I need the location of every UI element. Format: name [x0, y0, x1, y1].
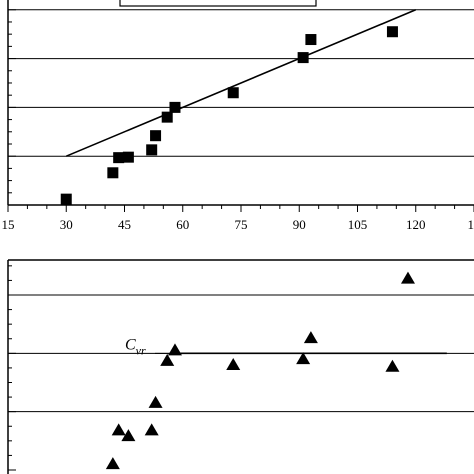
x-tick-label: 13 — [468, 217, 474, 232]
square-point — [227, 87, 239, 99]
square-point — [386, 26, 398, 38]
triangle-point — [121, 429, 136, 442]
triangle-point — [111, 423, 126, 436]
x-tick-label: 75 — [235, 217, 248, 232]
square-point — [107, 167, 119, 179]
square-point — [297, 52, 309, 64]
square-point — [169, 101, 181, 113]
triangle-point — [144, 423, 159, 436]
x-tick-label: 60 — [176, 217, 189, 232]
x-tick-label: 30 — [60, 217, 73, 232]
square-point — [146, 144, 158, 156]
square-point — [150, 130, 162, 142]
square-point — [305, 34, 317, 46]
square-point — [60, 193, 72, 205]
square-point — [122, 151, 134, 163]
triangle-point — [148, 395, 163, 408]
threshold-annotation: Cvr — [125, 336, 146, 357]
triangle-point — [303, 331, 318, 344]
x-tick-label: 45 — [118, 217, 131, 232]
x-tick-label: 105 — [348, 217, 368, 232]
fit-line — [65, 9, 417, 157]
x-tick-label: 120 — [406, 217, 426, 232]
legend-box — [119, 0, 317, 7]
top-scatter-panel: 15 30 45 60 75 90 105 120 13 — [2, 0, 474, 232]
x-tick-label: 90 — [293, 217, 306, 232]
triangle-point — [400, 271, 415, 284]
triangle-point — [226, 358, 241, 370]
x-tick-label: 15 — [2, 217, 15, 232]
square-point — [161, 111, 173, 123]
triangle-point — [160, 353, 175, 366]
triangle-point — [385, 359, 400, 372]
triangle-point — [296, 352, 311, 365]
square-point — [113, 152, 125, 164]
bottom-scatter-panel: Cvr — [7, 259, 474, 474]
triangle-point — [167, 343, 182, 356]
triangle-point — [105, 457, 120, 470]
